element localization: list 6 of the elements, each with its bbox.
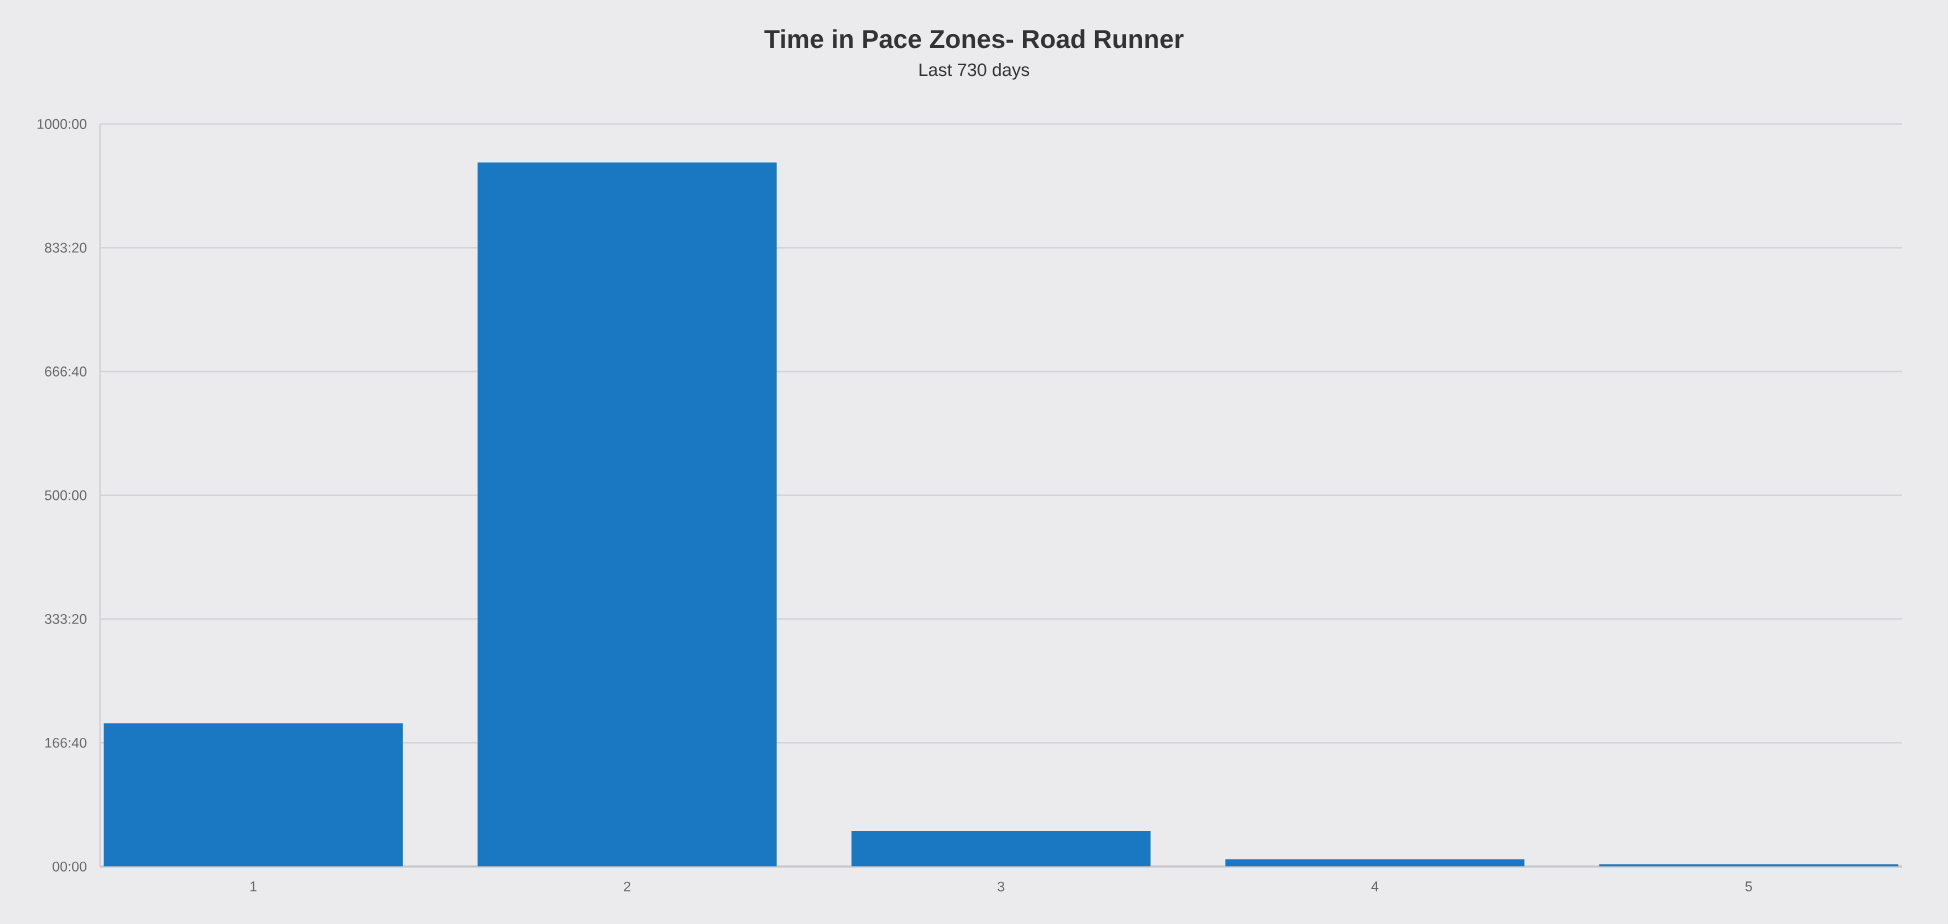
bar: [1225, 859, 1525, 867]
chart-title: Time in Pace Zones- Road Runner: [764, 29, 1184, 49]
bar: [103, 723, 403, 867]
chart-subtitle: Last 730 days: [919, 62, 1030, 80]
bar: [851, 830, 1151, 867]
bar: [477, 162, 777, 867]
